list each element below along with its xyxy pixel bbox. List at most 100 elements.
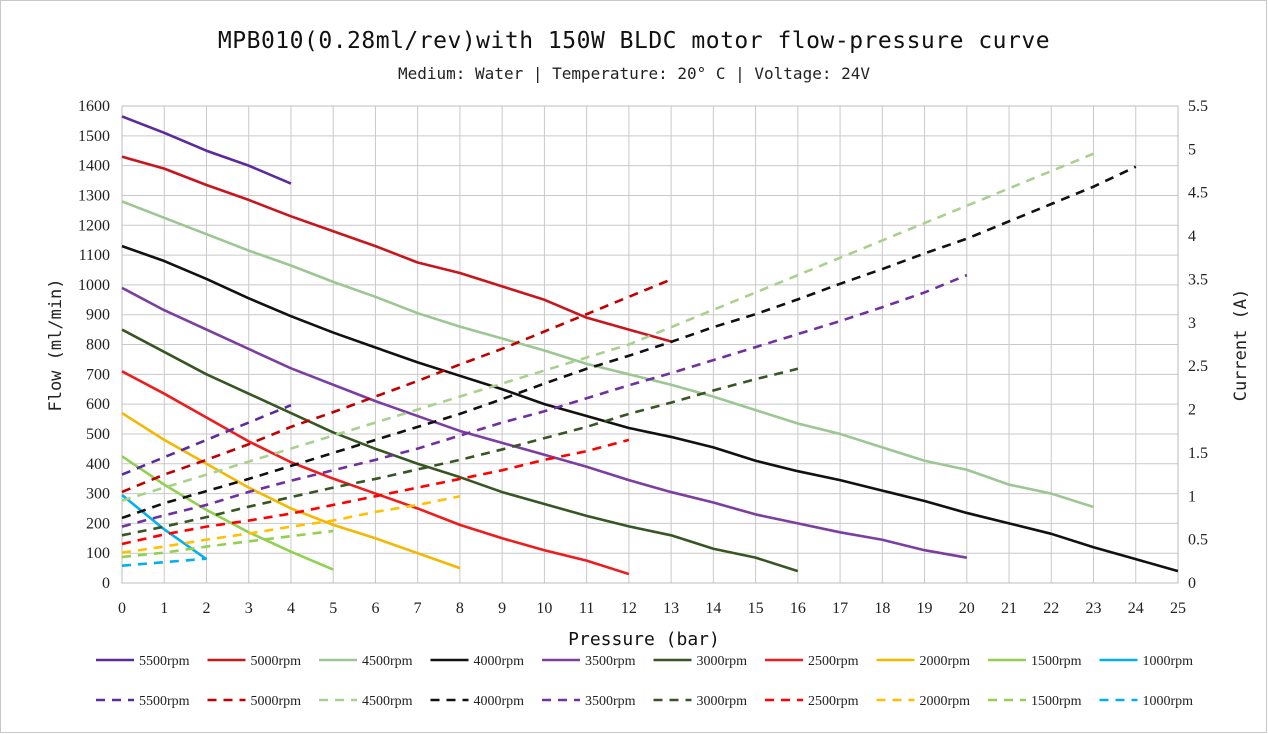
x-tick-label: 2 — [202, 600, 210, 617]
x-tick-label: 5 — [329, 600, 337, 617]
legend-label-flow: 4500rpm — [362, 654, 413, 669]
current-line-4500rpm — [121, 152, 1095, 502]
x-tick-label: 25 — [1170, 600, 1186, 617]
flow-line-4000rpm — [121, 244, 1179, 573]
y2-tick-label: 0 — [1188, 575, 1196, 592]
flow-line-5500rpm — [121, 115, 292, 185]
x-tick-label: 4 — [287, 600, 295, 617]
y2-tick-label: 4 — [1188, 228, 1196, 245]
x-tick-label: 19 — [917, 600, 933, 617]
y2-axis-label: Current (A) — [1231, 289, 1251, 402]
y2-tick-label: 3.5 — [1188, 271, 1208, 288]
y-tick-label: 1300 — [78, 187, 110, 204]
x-tick-label: 7 — [414, 600, 422, 617]
legend-label-current: 3500rpm — [585, 694, 636, 709]
current-line-1000rpm — [121, 557, 207, 567]
legend-label-flow: 3500rpm — [585, 654, 636, 669]
y-tick-label: 500 — [86, 426, 110, 443]
x-tick-label: 10 — [536, 600, 552, 617]
x-tick-label: 18 — [874, 600, 890, 617]
axes-layer: 0 1 2 3 4 5 6 7 8 9 10 11 12 13 14 15 16 17 18 19 20 21 22 23 24… — [78, 98, 1208, 617]
flow-line-1500rpm — [121, 455, 334, 571]
current-line-2000rpm — [121, 494, 461, 554]
y-tick-label: 1400 — [78, 158, 110, 175]
y2-tick-label: 1 — [1188, 488, 1196, 505]
plot-area — [121, 105, 1179, 584]
grid-layer — [121, 105, 1179, 584]
legend-label-flow: 1500rpm — [1031, 654, 1082, 669]
y2-tick-label: 5 — [1188, 141, 1196, 158]
x-tick-label: 14 — [705, 600, 721, 617]
legend-label-current: 5000rpm — [251, 694, 302, 709]
legend-label-current: 5500rpm — [139, 694, 190, 709]
current-line-2500rpm — [121, 438, 630, 546]
y-tick-label: 1100 — [79, 247, 110, 264]
y2-tick-label: 2.5 — [1188, 358, 1208, 375]
legend-label-current: 1500rpm — [1031, 694, 1082, 709]
series-layer — [121, 115, 1179, 576]
y-tick-label: 1200 — [78, 217, 110, 234]
current-line-5000rpm — [121, 278, 672, 494]
current-line-3000rpm — [121, 367, 799, 537]
x-tick-label: 17 — [832, 600, 848, 617]
y-tick-label: 1600 — [78, 98, 110, 115]
x-tick-label: 22 — [1043, 600, 1059, 617]
y-tick-label: 100 — [86, 545, 110, 562]
y2-tick-label: 4.5 — [1188, 185, 1208, 202]
flow-line-2500rpm — [121, 370, 630, 576]
current-line-5500rpm — [121, 404, 292, 476]
y-tick-label: 0 — [102, 575, 110, 592]
x-tick-label: 21 — [1001, 600, 1017, 617]
legend-label-current: 2000rpm — [920, 694, 971, 709]
x-tick-label: 0 — [118, 600, 126, 617]
flow-line-3000rpm — [121, 328, 799, 573]
y2-tick-label: 2 — [1188, 402, 1196, 419]
legend-layer: 5500rpm 5000rpm 4500rpm 4000rpm 3500rpm 3000r… — [96, 654, 1193, 709]
legend-label-flow: 3000rpm — [697, 654, 748, 669]
legend-label-flow: 5000rpm — [251, 654, 302, 669]
x-tick-label: 11 — [579, 600, 594, 617]
legend-label-current: 1000rpm — [1143, 694, 1194, 709]
flow-line-4500rpm — [121, 200, 1094, 509]
y-axis-label: Flow (ml/min) — [46, 278, 66, 411]
legend-label-flow: 4000rpm — [474, 654, 525, 669]
flow-line-5000rpm — [121, 155, 672, 343]
x-tick-label: 13 — [663, 600, 679, 617]
x-tick-label: 24 — [1128, 600, 1144, 617]
y-tick-label: 300 — [86, 486, 110, 503]
flow-line-3500rpm — [121, 286, 968, 559]
y-tick-label: 200 — [86, 515, 110, 532]
y-tick-label: 600 — [86, 396, 110, 413]
flow-line-2000rpm — [121, 411, 461, 570]
current-line-4000rpm — [121, 165, 1137, 520]
x-tick-label: 12 — [621, 600, 637, 617]
y-tick-label: 1500 — [78, 128, 110, 145]
y2-tick-label: 1.5 — [1188, 445, 1208, 462]
current-line-3500rpm — [121, 273, 968, 528]
x-tick-label: 20 — [959, 600, 975, 617]
legend-label-current: 3000rpm — [697, 694, 748, 709]
y-tick-label: 400 — [86, 456, 110, 473]
legend-label-flow: 1000rpm — [1143, 654, 1194, 669]
legend-label-flow: 2500rpm — [808, 654, 859, 669]
y2-tick-label: 3 — [1188, 315, 1196, 332]
y-tick-label: 900 — [86, 307, 110, 324]
x-tick-label: 8 — [456, 600, 464, 617]
legend-label-flow: 2000rpm — [920, 654, 971, 669]
chart-title: MPB010(0.28ml/rev)with 150W BLDC motor f… — [217, 28, 1051, 54]
x-tick-label: 1 — [160, 600, 168, 617]
x-tick-label: 16 — [790, 600, 806, 617]
x-tick-label: 23 — [1086, 600, 1102, 617]
y-tick-label: 800 — [86, 337, 110, 354]
y-tick-label: 700 — [86, 366, 110, 383]
legend-label-current: 4500rpm — [362, 694, 413, 709]
x-tick-label: 9 — [498, 600, 506, 617]
x-tick-label: 15 — [748, 600, 764, 617]
legend-label-current: 4000rpm — [474, 694, 525, 709]
x-axis-label: Pressure (bar) — [568, 629, 720, 650]
current-line-1500rpm — [121, 529, 334, 559]
y-tick-label: 1000 — [78, 277, 110, 294]
x-tick-label: 6 — [371, 600, 379, 617]
